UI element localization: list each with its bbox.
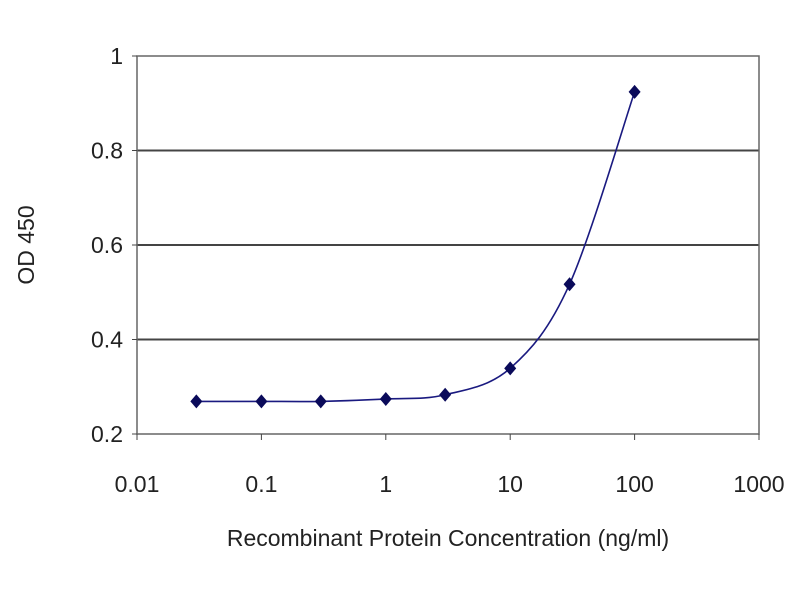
x-tick-label: 1 xyxy=(379,471,392,497)
x-tick-label: 100 xyxy=(615,471,653,497)
data-point xyxy=(190,394,203,409)
x-tick-label: 0.01 xyxy=(115,471,160,497)
data-point xyxy=(439,387,452,402)
data-point xyxy=(314,394,327,409)
data-point xyxy=(255,394,268,409)
y-tick-label: 0.8 xyxy=(91,138,123,164)
y-tick-label: 0.4 xyxy=(91,327,123,353)
x-tick-label: 10 xyxy=(497,471,523,497)
series-line xyxy=(196,91,636,403)
x-tick-label: 1000 xyxy=(733,471,784,497)
x-tick-label: 0.1 xyxy=(245,471,277,497)
y-tick-label: 1 xyxy=(110,43,123,69)
y-tick-label: 0.2 xyxy=(91,421,123,447)
data-point xyxy=(628,84,641,99)
gridlines xyxy=(137,149,759,341)
data-point xyxy=(563,277,576,292)
x-axis-ticks: 0.01 0.1 1 10 100 1000 xyxy=(115,434,785,497)
data-point xyxy=(504,361,517,376)
y-axis-label: OD 450 xyxy=(13,205,39,284)
data-point xyxy=(379,392,392,407)
y-tick-label: 0.6 xyxy=(91,232,123,258)
y-axis-ticks: 0.2 0.4 0.6 0.8 1 xyxy=(91,43,137,447)
x-axis-label: Recombinant Protein Concentration (ng/ml… xyxy=(227,525,669,551)
series-points xyxy=(190,84,641,409)
